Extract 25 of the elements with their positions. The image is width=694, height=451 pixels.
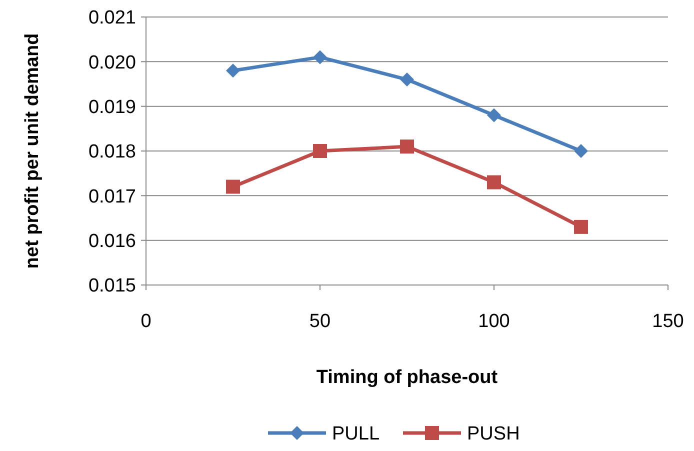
x-tick-label: 150 [652, 311, 684, 332]
point [574, 144, 588, 158]
y-tick-label: 0.021 [88, 8, 136, 29]
y-tick-label: 0.020 [88, 52, 136, 74]
x-tick-label: 0 [140, 311, 152, 332]
x-tick-label: 100 [478, 311, 510, 332]
y-tick-label: 0.016 [88, 230, 136, 252]
point [226, 64, 240, 78]
point [313, 144, 327, 158]
legend-label: PUSH [467, 424, 520, 445]
x-tick-label: 50 [309, 311, 331, 332]
point [487, 175, 501, 190]
x-axis-title: Timing of phase-out [316, 367, 498, 388]
y-axis-title: net profit per unit demand [22, 33, 43, 269]
point [313, 50, 327, 64]
y-tick-label: 0.019 [88, 96, 136, 118]
point [574, 220, 588, 234]
point [226, 180, 240, 194]
y-tick-label: 0.015 [88, 276, 136, 297]
legend-label: PULL [332, 424, 380, 445]
point [400, 72, 414, 87]
point [400, 140, 414, 154]
point [487, 108, 501, 122]
y-tick-label: 0.018 [88, 142, 136, 163]
y-tick-label: 0.017 [88, 186, 136, 208]
